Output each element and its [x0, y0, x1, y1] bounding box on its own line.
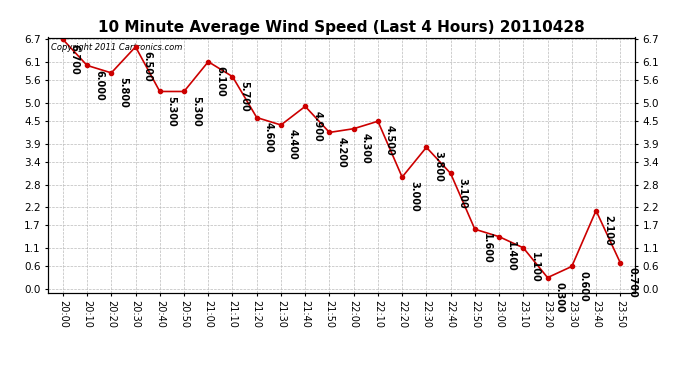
- Text: 6.000: 6.000: [94, 70, 104, 100]
- Text: 1.600: 1.600: [482, 233, 492, 264]
- Text: 6.500: 6.500: [143, 51, 152, 82]
- Text: 3.100: 3.100: [457, 177, 468, 208]
- Text: 6.100: 6.100: [215, 66, 225, 97]
- Text: 4.500: 4.500: [385, 125, 395, 156]
- Title: 10 Minute Average Wind Speed (Last 4 Hours) 20110428: 10 Minute Average Wind Speed (Last 4 Hou…: [98, 20, 585, 35]
- Text: 1.100: 1.100: [530, 252, 540, 283]
- Text: 1.400: 1.400: [506, 241, 516, 272]
- Text: 5.300: 5.300: [191, 96, 201, 126]
- Text: 4.400: 4.400: [288, 129, 298, 160]
- Text: 4.900: 4.900: [312, 111, 322, 141]
- Text: 0.300: 0.300: [555, 282, 564, 312]
- Text: 5.800: 5.800: [118, 77, 128, 108]
- Text: 3.800: 3.800: [433, 152, 443, 182]
- Text: 6.700: 6.700: [70, 44, 80, 74]
- Text: 0.700: 0.700: [627, 267, 637, 298]
- Text: 4.300: 4.300: [361, 133, 371, 164]
- Text: 3.000: 3.000: [409, 181, 419, 212]
- Text: 4.200: 4.200: [337, 136, 346, 167]
- Text: 5.300: 5.300: [167, 96, 177, 126]
- Text: 4.600: 4.600: [264, 122, 274, 153]
- Text: 2.100: 2.100: [603, 215, 613, 246]
- Text: 0.600: 0.600: [579, 271, 589, 302]
- Text: Copyright 2011 Cartronics.com: Copyright 2011 Cartronics.com: [51, 43, 183, 52]
- Text: 5.700: 5.700: [239, 81, 249, 111]
